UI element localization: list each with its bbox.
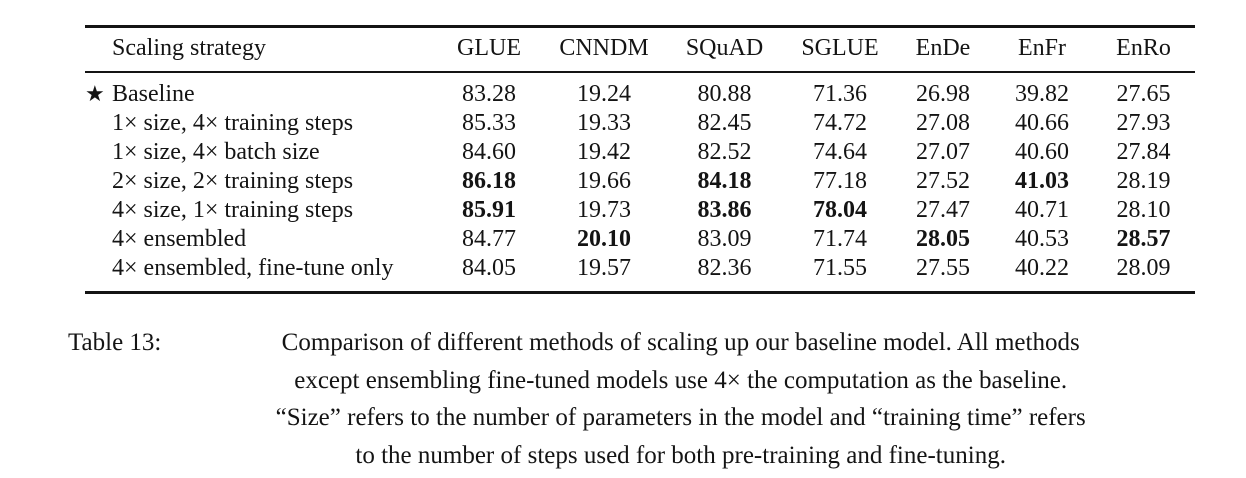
cell-value: 82.52 [697, 139, 752, 165]
cell-value: 71.36 [813, 81, 867, 107]
cell-value: 85.91 [462, 197, 516, 223]
cell-value: 28.57 [1116, 226, 1171, 252]
table-row: ★ Baseline 83.28 19.24 80.88 71.36 26.98… [85, 72, 1195, 109]
table-row: 4× size, 1× training steps 85.91 19.73 8… [85, 196, 1195, 225]
cell-value: 84.18 [697, 168, 752, 194]
table-row: 2× size, 2× training steps 86.18 19.66 8… [85, 167, 1195, 196]
strategy-label: 4× size, 1× training steps [112, 197, 354, 223]
cell-value: 20.10 [577, 226, 631, 252]
cell-value: 19.33 [577, 110, 631, 136]
cell-value: 85.33 [462, 110, 516, 136]
cell-value: 74.72 [813, 110, 867, 136]
cell-value: 19.73 [577, 197, 631, 223]
column-header-sglue: SGLUE [786, 26, 894, 73]
cell-value: 40.60 [1015, 139, 1069, 165]
cell-value: 80.88 [697, 81, 752, 107]
cell-value: 27.52 [916, 168, 970, 194]
column-header-glue: GLUE [433, 26, 545, 73]
table-row: 1× size, 4× training steps 85.33 19.33 8… [85, 109, 1195, 138]
cell-value: 27.55 [916, 255, 970, 281]
results-table-container: Scaling strategy GLUE CNNDM SQuAD SGLUE … [85, 25, 1195, 294]
cell-value: 40.71 [1015, 197, 1069, 223]
caption-line: Comparison of different methods of scali… [281, 329, 1080, 356]
cell-value: 27.08 [916, 110, 970, 136]
cell-value: 77.18 [813, 168, 867, 194]
strategy-label: 1× size, 4× batch size [112, 139, 320, 165]
cell-value: 84.60 [462, 139, 516, 165]
cell-value: 83.28 [462, 81, 516, 107]
cell-value: 19.57 [577, 255, 631, 281]
cell-value: 26.98 [916, 81, 970, 107]
cell-value: 84.05 [462, 255, 516, 281]
column-header-squad: SQuAD [663, 26, 786, 73]
cell-value: 78.04 [813, 197, 867, 223]
cell-value: 74.64 [813, 139, 867, 165]
strategy-label: 4× ensembled [112, 226, 247, 252]
strategy-label: Baseline [112, 81, 195, 107]
cell-value: 71.55 [813, 255, 867, 281]
column-header-scaling-strategy: Scaling strategy [85, 26, 433, 73]
cell-value: 28.10 [1116, 197, 1171, 223]
column-header-enro: EnRo [1092, 26, 1195, 73]
caption-label: Table 13: [68, 329, 162, 356]
caption-line: to the number of steps used for both pre… [355, 441, 1006, 469]
cell-value: 27.84 [1116, 139, 1171, 165]
column-header-enfr: EnFr [992, 26, 1092, 73]
cell-value: 19.24 [577, 81, 631, 107]
cell-value: 86.18 [462, 168, 516, 194]
cell-value: 84.77 [462, 226, 516, 252]
cell-value: 83.09 [697, 226, 752, 252]
cell-value: 82.36 [697, 255, 752, 281]
column-header-ende: EnDe [894, 26, 992, 73]
star-icon: ★ [85, 81, 105, 107]
cell-value: 27.65 [1116, 81, 1171, 107]
column-header-cnndm: CNNDM [545, 26, 663, 73]
cell-value: 41.03 [1015, 168, 1069, 194]
strategy-label: 4× ensembled, fine-tune only [112, 255, 394, 281]
cell-value: 40.22 [1015, 255, 1069, 281]
caption-text: Comparison of different methods of scali… [175, 324, 1186, 474]
cell-value: 27.47 [916, 197, 970, 223]
strategy-label: 1× size, 4× training steps [112, 110, 354, 136]
cell-value: 40.53 [1015, 226, 1069, 252]
cell-value: 27.07 [916, 139, 970, 165]
cell-value: 28.09 [1116, 255, 1171, 281]
cell-value: 19.66 [577, 168, 631, 194]
cell-value: 27.93 [1116, 110, 1171, 136]
cell-value: 28.05 [916, 226, 970, 252]
header-row: Scaling strategy GLUE CNNDM SQuAD SGLUE … [85, 26, 1195, 73]
table-row: 1× size, 4× batch size 84.60 19.42 82.52… [85, 138, 1195, 167]
cell-value: 28.19 [1116, 168, 1171, 194]
cell-value: 82.45 [697, 110, 752, 136]
strategy-label: 2× size, 2× training steps [112, 168, 354, 194]
cell-value: 83.86 [697, 197, 752, 223]
cell-value: 40.66 [1015, 110, 1069, 136]
results-table: Scaling strategy GLUE CNNDM SQuAD SGLUE … [85, 25, 1195, 294]
cell-value: 19.42 [577, 139, 631, 165]
cell-value: 71.74 [813, 226, 867, 252]
cell-value: 39.82 [1015, 81, 1069, 107]
caption-line: “Size” refers to the number of parameter… [275, 404, 1086, 431]
table-row: 4× ensembled, fine-tune only 84.05 19.57… [85, 254, 1195, 293]
caption-line: except ensembling fine-tuned models use … [294, 366, 1068, 394]
table-row: 4× ensembled 84.77 20.10 83.09 71.74 28.… [85, 225, 1195, 254]
table-caption: Table 13: Comparison of different method… [68, 324, 1186, 474]
